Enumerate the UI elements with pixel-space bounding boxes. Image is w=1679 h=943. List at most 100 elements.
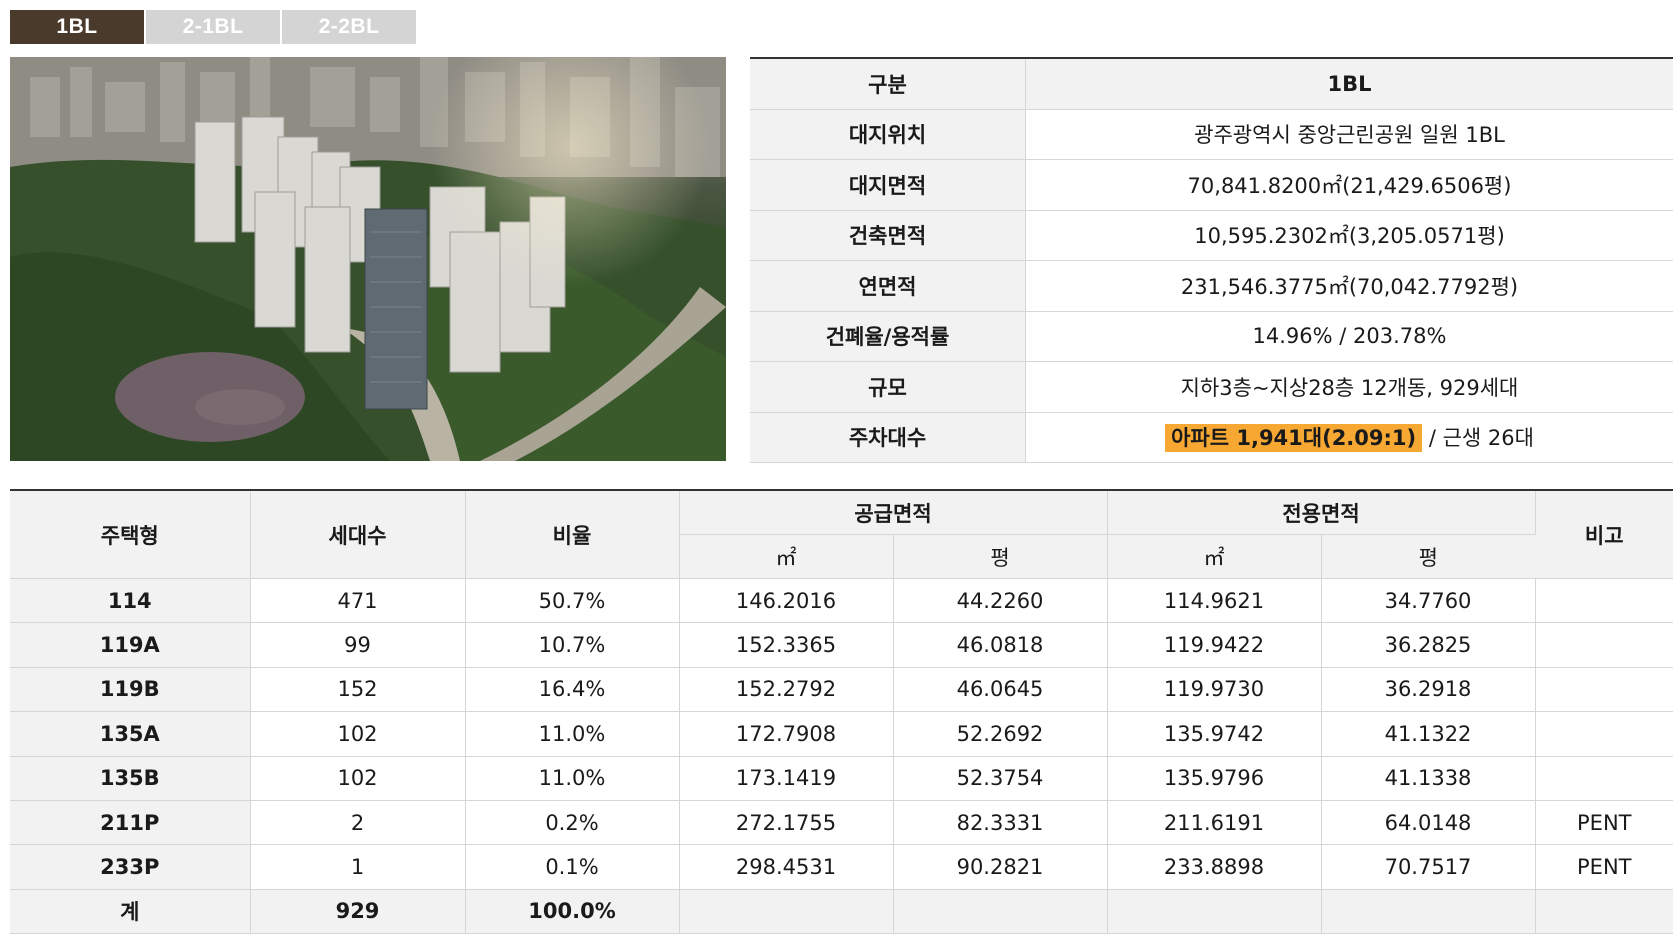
cell-note: PENT: [1535, 800, 1673, 846]
table-row: 233P 1 0.1% 298.4531 90.2821 233.8898 70.7517 P…: [10, 844, 1673, 890]
tab-2-2bl[interactable]: 2-2BL: [282, 10, 416, 44]
cell-ratio: 10.7%: [465, 622, 680, 668]
total-empty: [893, 889, 1108, 935]
info-key: 대지위치: [750, 109, 1026, 160]
cell-excl-py: 36.2825: [1321, 622, 1536, 668]
info-key: 주차대수: [750, 412, 1026, 463]
col-header-type: 주택형: [10, 490, 251, 579]
cell-households: 471: [250, 578, 466, 624]
info-row: 건축면적 10,595.2302㎡(3,205.0571평): [750, 210, 1673, 261]
tab-1bl[interactable]: 1BL: [10, 10, 144, 44]
cell-supply-sqm: 146.2016: [679, 578, 894, 624]
cell-supply-py: 90.2821: [893, 844, 1108, 890]
cell-note: [1535, 622, 1673, 668]
col-header-supply: 공급면적: [679, 490, 1108, 535]
cell-ratio: 11.0%: [465, 711, 680, 757]
total-label: 계: [10, 889, 251, 935]
cell-note: [1535, 756, 1673, 801]
info-row: 대지면적 70,841.8200㎡(21,429.6506평): [750, 159, 1673, 211]
cell-excl-py: 36.2918: [1321, 667, 1536, 713]
col-header-ratio: 비율: [465, 490, 680, 579]
table-row: 211P 2 0.2% 272.1755 82.3331 211.6191 64.0148 P…: [10, 800, 1673, 846]
col-header-supply-pyeong: 평: [893, 534, 1108, 579]
info-value: 광주광역시 중앙근린공원 일원 1BL: [1025, 109, 1673, 160]
cell-excl-sqm: 233.8898: [1107, 844, 1322, 890]
info-key: 건폐율/용적률: [750, 311, 1026, 362]
cell-supply-sqm: 173.1419: [679, 756, 894, 801]
unit-rows: 114 471 50.7% 146.2016 44.2260 114.9621 34.776…: [10, 578, 1673, 890]
cell-excl-py: 70.7517: [1321, 844, 1536, 890]
cell-note: [1535, 578, 1673, 624]
cell-households: 152: [250, 667, 466, 713]
info-header-row: 구분 1BL: [750, 58, 1673, 110]
info-value: 10,595.2302㎡(3,205.0571평): [1025, 210, 1673, 261]
info-value: 14.96% / 203.78%: [1025, 311, 1673, 362]
info-value: 231,546.3775㎡(70,042.7792평): [1025, 260, 1673, 312]
cell-supply-py: 46.0818: [893, 622, 1108, 668]
cell-households: 102: [250, 711, 466, 757]
total-empty: [1107, 889, 1322, 935]
cell-supply-py: 52.2692: [893, 711, 1108, 757]
tab-2-1bl[interactable]: 2-1BL: [146, 10, 280, 44]
col-header-exclusive: 전용면적: [1107, 490, 1536, 535]
cell-supply-py: 82.3331: [893, 800, 1108, 846]
cell-excl-py: 41.1322: [1321, 711, 1536, 757]
cell-excl-py: 41.1338: [1321, 756, 1536, 801]
info-row: 건폐율/용적률 14.96% / 203.78%: [750, 311, 1673, 362]
info-value: 70,841.8200㎡(21,429.6506평): [1025, 159, 1673, 211]
cell-ratio: 11.0%: [465, 756, 680, 801]
total-households: 929: [250, 889, 466, 935]
col-header-note: 비고: [1535, 490, 1673, 579]
cell-excl-sqm: 211.6191: [1107, 800, 1322, 846]
cell-households: 2: [250, 800, 466, 846]
info-row-parking: 주차대수 아파트 1,941대(2.09:1) / 근생 26대: [750, 412, 1673, 463]
cell-ratio: 50.7%: [465, 578, 680, 624]
total-ratio: 100.0%: [465, 889, 680, 935]
info-header-key: 구분: [750, 58, 1026, 110]
col-header-excl-sqm: ㎡: [1107, 534, 1322, 579]
cell-households: 1: [250, 844, 466, 890]
total-empty: [679, 889, 894, 935]
cell-households: 99: [250, 622, 466, 668]
block-info-table: 구분 1BL 대지위치 광주광역시 중앙근린공원 일원 1BL 대지면적 70,…: [750, 57, 1673, 463]
info-row: 규모 지하3층~지상28층 12개동, 929세대: [750, 361, 1673, 413]
cell-excl-sqm: 114.9621: [1107, 578, 1322, 624]
info-value: 아파트 1,941대(2.09:1) / 근생 26대: [1025, 412, 1673, 463]
cell-excl-sqm: 135.9742: [1107, 711, 1322, 757]
table-row: 119A 99 10.7% 152.3365 46.0818 119.9422 36.282…: [10, 622, 1673, 668]
cell-type: 211P: [10, 800, 251, 846]
unit-types-table: 주택형 세대수 비율 공급면적 전용면적 비고 ㎡ 평 ㎡ 평 114 471 50…: [10, 489, 1673, 935]
cell-excl-sqm: 119.9730: [1107, 667, 1322, 713]
cell-type: 119A: [10, 622, 251, 668]
block-tabs: 1BL 2-1BL 2-2BL: [10, 10, 416, 44]
col-header-households: 세대수: [250, 490, 466, 579]
col-header-supply-sqm: ㎡: [679, 534, 894, 579]
total-empty: [1535, 889, 1673, 935]
info-key: 건축면적: [750, 210, 1026, 261]
cell-households: 102: [250, 756, 466, 801]
cell-excl-py: 34.7760: [1321, 578, 1536, 624]
cell-supply-sqm: 152.3365: [679, 622, 894, 668]
parking-highlight: 아파트 1,941대(2.09:1): [1165, 424, 1423, 453]
cell-note: [1535, 711, 1673, 757]
complex-aerial-rendering: [10, 57, 726, 461]
table-row: 114 471 50.7% 146.2016 44.2260 114.9621 34.776…: [10, 578, 1673, 624]
cell-supply-py: 46.0645: [893, 667, 1108, 713]
info-header-value: 1BL: [1025, 58, 1673, 110]
info-key: 대지면적: [750, 159, 1026, 211]
col-header-excl-pyeong: 평: [1321, 534, 1535, 579]
table-row: 135B 102 11.0% 173.1419 52.3754 135.9796 41.13…: [10, 756, 1673, 801]
cell-note: PENT: [1535, 844, 1673, 890]
cell-excl-py: 64.0148: [1321, 800, 1536, 846]
info-row: 연면적 231,546.3775㎡(70,042.7792평): [750, 260, 1673, 312]
cell-supply-sqm: 272.1755: [679, 800, 894, 846]
cell-note: [1535, 667, 1673, 713]
info-value: 지하3층~지상28층 12개동, 929세대: [1025, 361, 1673, 413]
cell-type: 114: [10, 578, 251, 624]
table-row: 135A 102 11.0% 172.7908 52.2692 135.9742 41.13…: [10, 711, 1673, 757]
cell-supply-sqm: 152.2792: [679, 667, 894, 713]
cell-type: 119B: [10, 667, 251, 713]
info-key: 연면적: [750, 260, 1026, 312]
cell-ratio: 0.1%: [465, 844, 680, 890]
cell-supply-sqm: 298.4531: [679, 844, 894, 890]
